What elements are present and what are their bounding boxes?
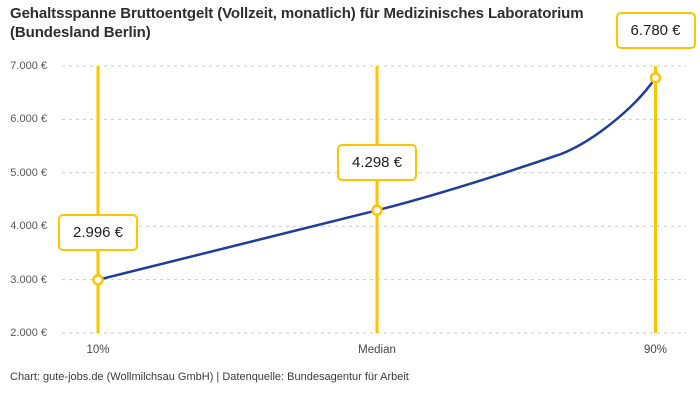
- y-axis-tick-label: 5.000 €: [10, 166, 47, 179]
- percentile-guide-lines: [96, 66, 657, 333]
- salary-curve-line: [97, 77, 657, 282]
- y-axis-tick-label: 2.000 €: [10, 327, 47, 339]
- data-point-marker: [371, 204, 383, 217]
- value-label-box: 4.298 €: [336, 144, 418, 182]
- data-point-marker: [649, 71, 662, 84]
- data-point-marker: [92, 274, 104, 286]
- x-axis-tick-label: 10%: [86, 344, 110, 356]
- x-axis-tick-label: Median: [358, 344, 396, 356]
- chart-title: Gehaltsspanne Bruttoentgelt (Vollzeit, m…: [10, 5, 584, 41]
- data-point-markers: [92, 71, 662, 286]
- chart-source-footer: Chart: gute-jobs.de (Wollmilchsau GmbH) …: [10, 371, 409, 383]
- y-axis-tick-label: 6.000 €: [10, 113, 47, 126]
- y-axis-tick-label: 7.000 €: [10, 60, 47, 72]
- x-axis-tick-label: 90%: [643, 344, 668, 356]
- value-label-box: 2.996 €: [57, 213, 139, 251]
- gridlines: [62, 65, 686, 334]
- value-label-box: 6.780 €: [615, 11, 696, 49]
- y-axis-tick-label: 3.000 €: [10, 273, 47, 286]
- y-axis-tick-label: 4.000 €: [10, 220, 47, 233]
